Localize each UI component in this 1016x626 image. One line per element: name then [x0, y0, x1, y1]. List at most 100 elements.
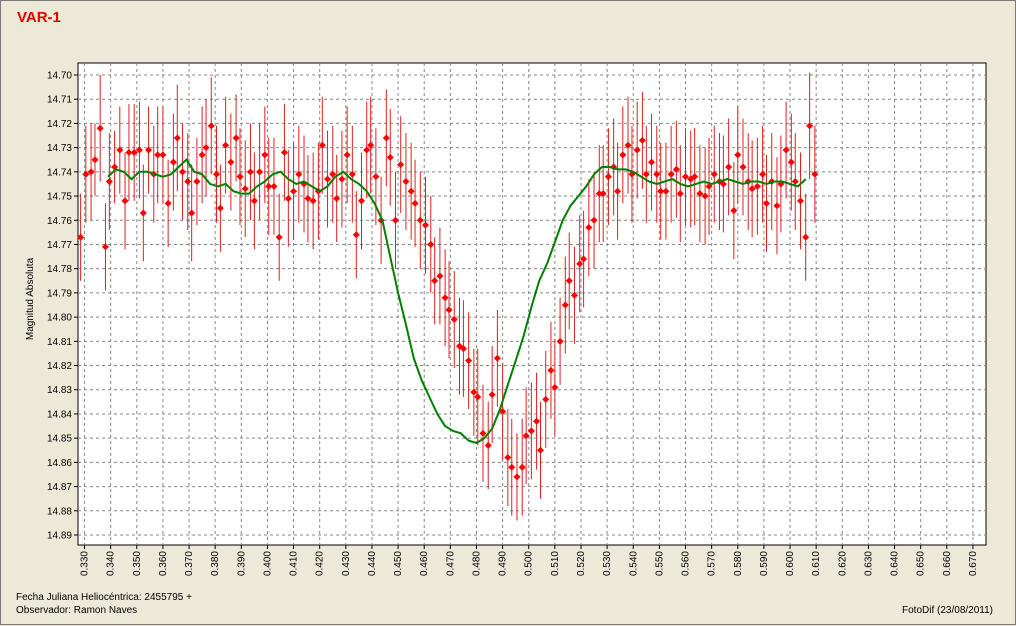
y-tick-label: 14.72 — [47, 119, 72, 130]
data-point — [101, 243, 109, 251]
data-point — [318, 141, 326, 149]
data-point — [696, 190, 704, 198]
data-point — [216, 204, 224, 212]
x-tick-label: 0.450 — [393, 551, 404, 576]
y-tick-label: 14.76 — [47, 216, 72, 227]
data-point — [791, 178, 799, 186]
data-point — [672, 165, 680, 173]
data-point — [691, 173, 699, 181]
data-point — [739, 163, 747, 171]
x-tick-label: 0.660 — [942, 551, 953, 576]
x-tick-label: 0.600 — [785, 551, 796, 576]
data-point — [145, 146, 153, 154]
data-point — [536, 446, 544, 454]
x-tick-label: 0.590 — [759, 551, 770, 576]
x-tick-label: 0.630 — [863, 551, 874, 576]
data-point — [806, 122, 814, 130]
data-point — [527, 427, 535, 435]
data-point — [580, 255, 588, 263]
footer-info: Fecha Juliana Heliocéntrica: 2455795 + O… — [16, 591, 192, 617]
data-point — [275, 233, 283, 241]
data-point — [759, 170, 767, 178]
data-point — [493, 354, 501, 362]
data-point — [445, 306, 453, 314]
y-tick-label: 14.86 — [47, 458, 72, 469]
data-point — [484, 441, 492, 449]
data-point — [198, 151, 206, 159]
data-point — [570, 291, 578, 299]
data-point — [450, 316, 458, 324]
data-point — [222, 141, 230, 149]
data-point — [250, 197, 258, 205]
x-tick-label: 0.370 — [184, 551, 195, 576]
data-point — [358, 197, 366, 205]
data-point — [730, 207, 738, 215]
data-point — [590, 216, 598, 224]
y-tick-label: 14.73 — [47, 143, 72, 154]
data-point — [725, 163, 733, 171]
data-point — [504, 454, 512, 462]
data-point — [811, 170, 819, 178]
data-point — [556, 337, 564, 345]
data-point — [667, 170, 675, 178]
observer-label: Observador: Ramon Naves — [16, 605, 138, 616]
data-point — [407, 187, 415, 195]
data-point — [633, 146, 641, 154]
data-point — [551, 383, 559, 391]
data-point — [763, 199, 771, 207]
x-tick-label: 0.520 — [576, 551, 587, 576]
data-point — [624, 141, 632, 149]
data-point — [782, 146, 790, 154]
data-point — [518, 463, 526, 471]
data-point — [348, 170, 356, 178]
data-point — [513, 473, 521, 481]
x-tick-label: 0.540 — [628, 551, 639, 576]
x-tick-label: 0.670 — [968, 551, 979, 576]
data-point — [184, 178, 192, 186]
data-point — [280, 148, 288, 156]
data-point — [386, 153, 394, 161]
data-point — [232, 134, 240, 142]
data-point — [290, 187, 298, 195]
x-tick-label: 0.610 — [811, 551, 822, 576]
data-point — [265, 182, 273, 190]
data-point — [105, 178, 113, 186]
data-point — [135, 146, 143, 154]
data-point — [561, 301, 569, 309]
data-point — [436, 272, 444, 280]
data-point — [256, 168, 264, 176]
x-tick-label: 0.650 — [916, 551, 927, 576]
x-tick-label: 0.560 — [681, 551, 692, 576]
y-tick-label: 14.88 — [47, 506, 72, 517]
y-tick-label: 14.84 — [47, 409, 72, 420]
data-point — [427, 240, 435, 248]
y-tick-label: 14.71 — [47, 95, 72, 106]
data-point — [734, 151, 742, 159]
data-point — [802, 233, 810, 241]
data-point — [599, 190, 607, 198]
trend-line — [107, 158, 807, 445]
x-tick-label: 0.490 — [498, 551, 509, 576]
data-point — [676, 190, 684, 198]
y-tick-label: 14.87 — [47, 482, 72, 493]
data-point — [164, 199, 172, 207]
data-point — [642, 170, 650, 178]
x-tick-label: 0.500 — [524, 551, 535, 576]
x-tick-label: 0.640 — [890, 551, 901, 576]
data-point — [270, 182, 278, 190]
data-point — [261, 151, 269, 159]
data-point — [474, 393, 482, 401]
data-point — [179, 168, 187, 176]
data-point — [431, 277, 439, 285]
y-tick-label: 14.70 — [47, 71, 72, 82]
data-point — [309, 197, 317, 205]
data-point — [614, 187, 622, 195]
data-point — [422, 221, 430, 229]
data-point — [459, 345, 467, 353]
data-point — [416, 216, 424, 224]
data-point — [576, 260, 584, 268]
y-tick-label: 14.81 — [47, 337, 72, 348]
x-tick-label: 0.570 — [707, 551, 718, 576]
data-point — [372, 173, 380, 181]
